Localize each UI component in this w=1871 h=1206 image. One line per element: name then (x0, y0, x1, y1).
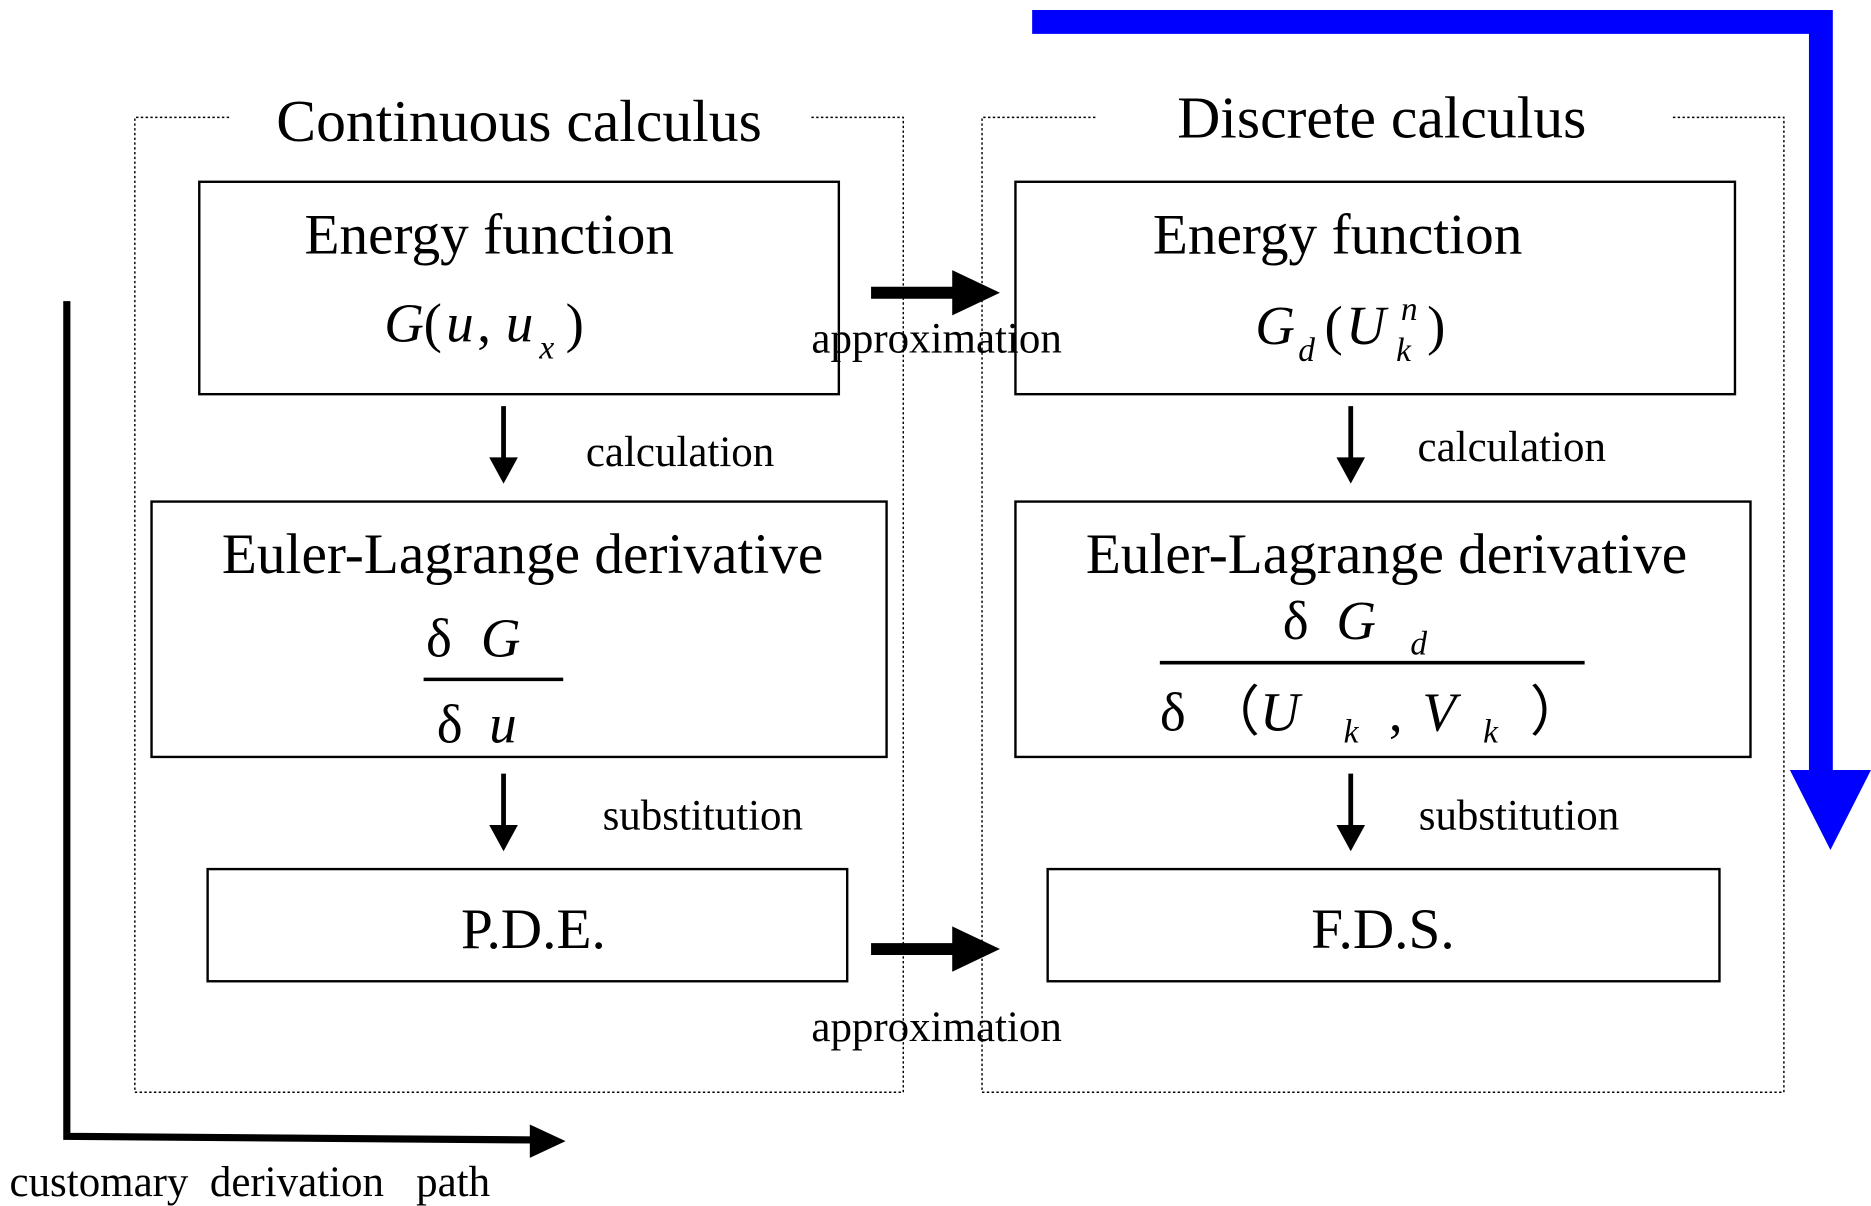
panel-title: Continuous calculus (276, 88, 762, 154)
formula-part: U (1346, 295, 1389, 356)
node-box (150, 500, 888, 759)
arrowhead (1789, 770, 1871, 851)
formula-part: k (1396, 332, 1412, 369)
edge-label: substitution (1419, 793, 1619, 840)
formula-part: d (1410, 625, 1427, 662)
formula-part: G (1336, 590, 1376, 651)
formula-part: V (1422, 682, 1461, 743)
edge-label: calculation (586, 429, 774, 476)
formula-part: k (1483, 714, 1499, 751)
formula-part: k (1344, 714, 1360, 751)
node-label: Euler-Lagrange derivative (222, 523, 823, 586)
arrowhead (489, 824, 518, 852)
formula-part: δ (426, 608, 452, 669)
node-label: F.D.S. (1311, 898, 1454, 961)
arrowhead (529, 1124, 566, 1158)
customary-path (63, 301, 535, 1144)
arrowhead (1336, 457, 1366, 484)
arrowhead (489, 457, 518, 484)
formula-part: , (477, 293, 491, 354)
formula-part: ） (1530, 682, 1585, 743)
formula-part: u (506, 293, 533, 354)
node-box (1014, 180, 1737, 396)
formula-part: （ (1205, 682, 1260, 743)
formula-part: d (1298, 332, 1315, 369)
formula-part: x (538, 329, 554, 366)
node-box (1046, 867, 1721, 983)
node-box (198, 180, 841, 396)
path-label: customary derivation path (10, 1159, 491, 1206)
formula-part: ( (424, 293, 442, 354)
formula-part: ) (1427, 295, 1445, 356)
formula-part: u (446, 293, 473, 354)
formula-part: u (489, 694, 516, 755)
formula-part: G (1255, 295, 1295, 356)
formula-part: ) (566, 293, 584, 354)
node-label: Energy function (304, 203, 674, 266)
node-label: Euler-Lagrange derivative (1086, 523, 1687, 586)
formula-part: δ (1160, 682, 1186, 743)
formula-part: n (1401, 291, 1418, 328)
formula-part: G (384, 293, 424, 354)
node-box (1014, 500, 1752, 759)
formula-part: U (1260, 682, 1303, 743)
arrowhead (952, 926, 1000, 972)
arrowhead (1336, 824, 1366, 852)
node-label: P.D.E. (461, 898, 606, 961)
node-box (206, 867, 849, 983)
discrete-path (1032, 9, 1833, 774)
formula-part: G (481, 608, 521, 669)
edge-label: substitution (603, 793, 803, 840)
formula-part: δ (1283, 590, 1309, 651)
formula-part: ( (1324, 295, 1342, 356)
edge-label: approximation (811, 315, 1061, 362)
formula-part: δ (437, 694, 463, 755)
panel-frame (981, 116, 1785, 1093)
panel-frame (134, 116, 904, 1093)
edge-label: calculation (1418, 424, 1606, 471)
edge-label: approximation (811, 1004, 1061, 1051)
node-label: Energy function (1153, 203, 1523, 266)
arrows (489, 406, 1366, 852)
formula-part: , (1389, 682, 1403, 743)
arrowhead (952, 270, 1000, 316)
panel-title: Discrete calculus (1177, 85, 1586, 151)
